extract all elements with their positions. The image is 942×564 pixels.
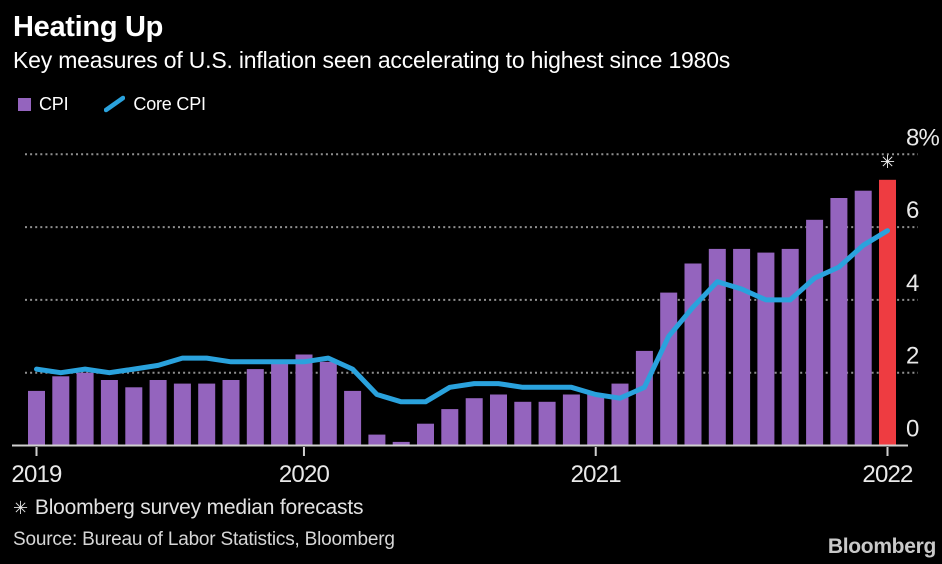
x-axis-label-2022: 2022	[862, 461, 913, 488]
chart-subtitle: Key measures of U.S. inflation seen acce…	[13, 47, 731, 73]
cpi-bar-oct-2021	[806, 219, 824, 446]
cpi-bar-may-2020	[392, 441, 410, 446]
forecast-footnote-text: Bloomberg survey median forecasts	[34, 496, 364, 519]
cpi-bar-aug-2019	[173, 383, 191, 446]
cpi-bar-apr-2020	[368, 434, 386, 446]
y-axis-label-2: 2	[906, 343, 919, 370]
cpi-forecast-bar-jan-2022	[879, 179, 896, 446]
cpi-bar-oct-2020	[514, 401, 532, 446]
cpi-bar-sep-2021	[781, 248, 799, 446]
legend-label-core-cpi: Core CPI	[133, 93, 206, 114]
cpi-bar-sep-2020	[490, 394, 507, 446]
forecast-asterisk-symbol: ✳	[13, 498, 28, 518]
y-axis-label-8: 8%	[906, 124, 940, 151]
source-line: Source: Bureau of Labor Statistics, Bloo…	[13, 529, 395, 550]
forecast-footnote: ✳ Bloomberg survey median forecasts	[13, 496, 363, 520]
cpi-bar-aug-2021	[757, 252, 775, 446]
cpi-bar-jun-2019	[125, 387, 143, 446]
cpi-bar-jul-2020	[441, 409, 459, 446]
cpi-bar-dec-2019	[271, 361, 289, 446]
cpi-bar-feb-2019	[28, 390, 45, 446]
x-axis-label-2019: 2019	[11, 461, 62, 488]
cpi-bar-jun-2020	[417, 423, 434, 446]
bloomberg-logo: Bloomberg	[827, 535, 936, 558]
cpi-bar-nov-2019	[246, 369, 264, 446]
cpi-bar-mar-2019	[52, 376, 70, 446]
cpi-bar-dec-2020	[562, 394, 580, 446]
y-axis-label-0: 0	[906, 416, 919, 443]
y-axis-label-4: 4	[906, 270, 919, 297]
cpi-bar-mar-2021	[635, 350, 653, 446]
cpi-bar-feb-2020	[319, 361, 337, 446]
cpi-bar-oct-2019	[222, 380, 240, 446]
cpi-bar-jul-2019	[149, 380, 167, 446]
cpi-bar-nov-2020	[538, 401, 556, 446]
cpi-bar-jan-2021	[587, 394, 605, 446]
cpi-bar-apr-2021	[660, 292, 678, 446]
y-axis-label-6: 6	[906, 197, 919, 224]
cpi-swatch-icon	[18, 97, 31, 111]
cpi-bar-dec-2021	[854, 190, 872, 446]
core-cpi-line	[34, 228, 890, 405]
cpi-bar-aug-2020	[465, 398, 483, 446]
chart-title: Heating Up	[13, 11, 164, 43]
cpi-bar-nov-2021	[830, 198, 848, 446]
cpi-bar-sep-2019	[198, 383, 216, 446]
x-axis-label-2020: 2020	[279, 461, 330, 488]
forecast-asterisk-marker: ✳	[880, 152, 895, 173]
cpi-bar-apr-2019	[76, 372, 94, 446]
cpi-bar-may-2019	[100, 380, 118, 446]
cpi-bar-may-2021	[684, 263, 702, 446]
cpi-bar-jun-2021	[708, 248, 726, 446]
x-axis-label-2021: 2021	[571, 461, 622, 488]
cpi-bar-mar-2020	[344, 390, 362, 446]
core-cpi-line-icon	[104, 95, 126, 113]
cpi-bar-jan-2020	[295, 354, 313, 446]
legend-label-cpi: CPI	[39, 93, 69, 114]
cpi-bar-jul-2021	[733, 248, 751, 446]
legend: CPI Core CPI	[18, 94, 206, 114]
